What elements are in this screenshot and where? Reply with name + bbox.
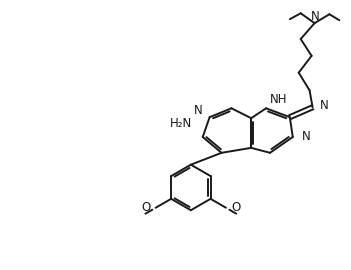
Text: N: N xyxy=(311,10,320,23)
Text: H₂N: H₂N xyxy=(170,117,192,130)
Text: O: O xyxy=(141,201,151,214)
Text: N: N xyxy=(302,130,310,143)
Text: N: N xyxy=(194,104,203,117)
Text: O: O xyxy=(231,201,240,214)
Text: N: N xyxy=(319,99,328,112)
Text: NH: NH xyxy=(270,93,287,106)
